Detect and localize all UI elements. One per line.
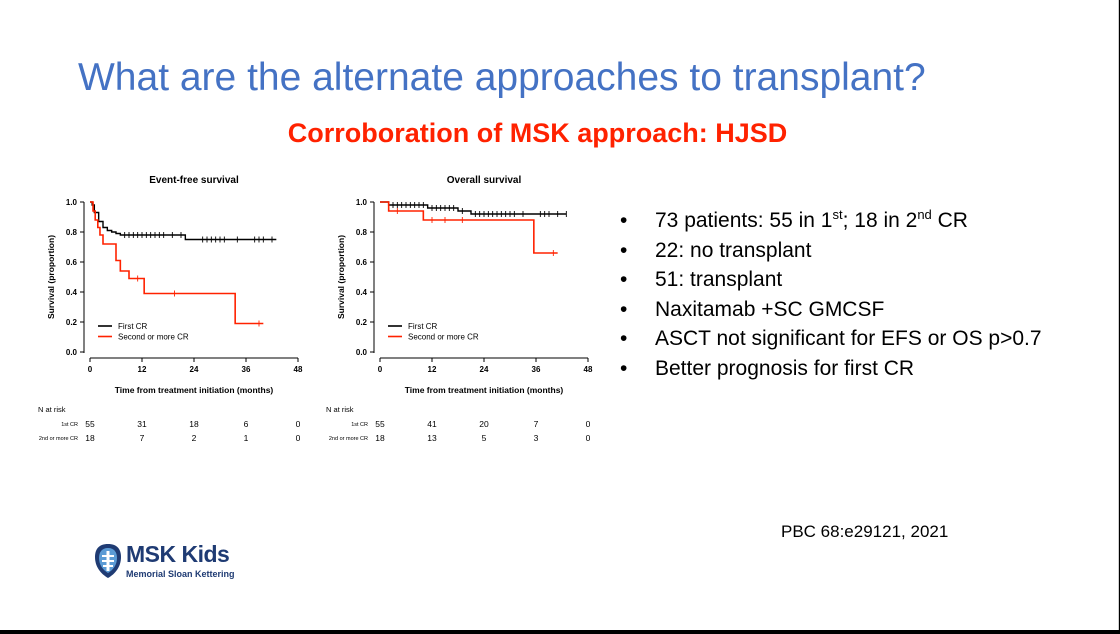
legend-label: Second or more CR — [118, 333, 189, 342]
risk-table-header: N at risk — [38, 405, 66, 414]
os-chart: Overall survival 0.0 0.2 0.4 0.6 0.8 1.0 0 12 24 3… — [326, 175, 593, 443]
y-tick-label: 0.0 — [356, 348, 368, 357]
bullet-item: 73 patients: 55 in 1st; 18 in 2nd CR — [620, 206, 1042, 236]
risk-table-value: 1 — [244, 433, 249, 443]
bullet-text: 51: transplant — [655, 268, 783, 291]
y-tick-label: 0.8 — [356, 228, 368, 237]
risk-table-value: 20 — [479, 419, 489, 429]
x-tick-label: 24 — [190, 365, 199, 374]
risk-table-value: 0 — [296, 419, 301, 429]
x-axis-label: Time from treatment initiation (months) — [115, 385, 274, 395]
risk-table-value: 13 — [427, 433, 437, 443]
bullet-text: 22: no transplant — [655, 238, 812, 262]
risk-table-value: 0 — [296, 433, 301, 443]
x-tick-label: 24 — [480, 365, 489, 374]
km-curve-first-cr — [90, 201, 277, 241]
bullet-text: ASCT not significant for EFS or OS p>0.7 — [655, 327, 1042, 350]
risk-table-row-label: 2nd or more CR — [39, 436, 78, 442]
risk-table-value: 18 — [189, 419, 199, 429]
bullet-superscript: nd — [917, 207, 932, 222]
km-curve-second-cr — [90, 201, 264, 325]
y-axis-label: Survival (proportion) — [336, 235, 346, 319]
risk-table-value: 55 — [375, 419, 385, 429]
chart-title: Overall survival — [447, 175, 522, 186]
bullet-text: CR — [931, 209, 968, 232]
x-tick-label: 12 — [138, 365, 147, 374]
logo-name: MSK Kids — [126, 541, 230, 567]
bullet-item: 22: no transplant — [620, 236, 1042, 266]
chart-title: Event-free survival — [149, 175, 239, 186]
bullet-item: ASCT not significant for EFS or OS p>0.7 — [620, 324, 1042, 354]
risk-table-value: 3 — [534, 433, 539, 443]
bullet-text: Better prognosis for first CR — [655, 356, 915, 380]
y-tick-label: 0.8 — [66, 228, 78, 237]
bullet-item: Naxitamab +SC GMCSF — [620, 295, 1042, 325]
y-tick-label: 0.0 — [66, 348, 78, 357]
risk-table-value: 5 — [482, 433, 487, 443]
risk-table-value: 0 — [586, 419, 591, 429]
y-tick-label: 0.6 — [356, 258, 368, 267]
risk-table-value: 55 — [85, 419, 95, 429]
risk-table-value: 6 — [244, 419, 249, 429]
bullet-list: 73 patients: 55 in 1st; 18 in 2nd CR22: … — [620, 206, 1042, 383]
risk-table-row-label: 2nd or more CR — [329, 436, 368, 442]
y-tick-label: 0.4 — [66, 288, 78, 297]
km-curve-first-cr — [380, 201, 567, 215]
bullet-text: 73 patients: 55 in 1 — [655, 209, 833, 232]
risk-table-value: 18 — [85, 433, 95, 443]
x-tick-label: 36 — [242, 365, 251, 374]
y-tick-label: 0.2 — [66, 318, 78, 327]
risk-table-value: 2 — [192, 433, 197, 443]
y-tick-label: 0.2 — [356, 318, 368, 327]
risk-table-value: 7 — [140, 433, 145, 443]
legend-label: First CR — [118, 322, 148, 331]
slide-subtitle: Corroboration of MSK approach: HJSD — [287, 118, 788, 148]
risk-table-value: 31 — [137, 419, 147, 429]
msk-shield-icon — [95, 544, 121, 578]
citation: PBC 68:e29121, 2021 — [781, 522, 949, 541]
x-tick-label: 36 — [532, 365, 541, 374]
risk-table-header: N at risk — [326, 405, 354, 414]
bullet-superscript: st — [832, 207, 843, 222]
x-tick-label: 48 — [294, 365, 303, 374]
y-tick-label: 1.0 — [356, 198, 368, 207]
bullet-text: ; 18 in 2 — [842, 209, 918, 232]
msk-kids-logo: MSK Kids Memorial Sloan Kettering — [93, 541, 243, 583]
x-tick-label: 48 — [584, 365, 593, 374]
slide-title: What are the alternate approaches to tra… — [78, 56, 926, 99]
y-tick-label: 0.4 — [356, 288, 368, 297]
legend-label: Second or more CR — [408, 333, 479, 342]
y-tick-label: 1.0 — [66, 198, 78, 207]
x-axis-label: Time from treatment initiation (months) — [405, 385, 564, 395]
x-tick-label: 0 — [378, 365, 383, 374]
risk-table-value: 18 — [375, 433, 385, 443]
risk-table-value: 7 — [534, 419, 539, 429]
bullet-item: Better prognosis for first CR — [620, 354, 1042, 384]
y-tick-label: 0.6 — [66, 258, 78, 267]
km-curve-second-cr — [380, 201, 558, 254]
x-tick-label: 12 — [428, 365, 437, 374]
risk-table-row-label: 1st CR — [351, 422, 368, 428]
x-tick-label: 0 — [88, 365, 93, 374]
risk-table-value: 41 — [427, 419, 437, 429]
risk-table-row-label: 1st CR — [61, 422, 78, 428]
bullet-item: 51: transplant — [620, 265, 1042, 295]
logo-subtitle: Memorial Sloan Kettering — [126, 569, 235, 579]
legend-label: First CR — [408, 322, 438, 331]
risk-table-value: 0 — [586, 433, 591, 443]
bullet-text: Naxitamab +SC GMCSF — [655, 297, 885, 321]
y-axis-label: Survival (proportion) — [46, 235, 56, 319]
